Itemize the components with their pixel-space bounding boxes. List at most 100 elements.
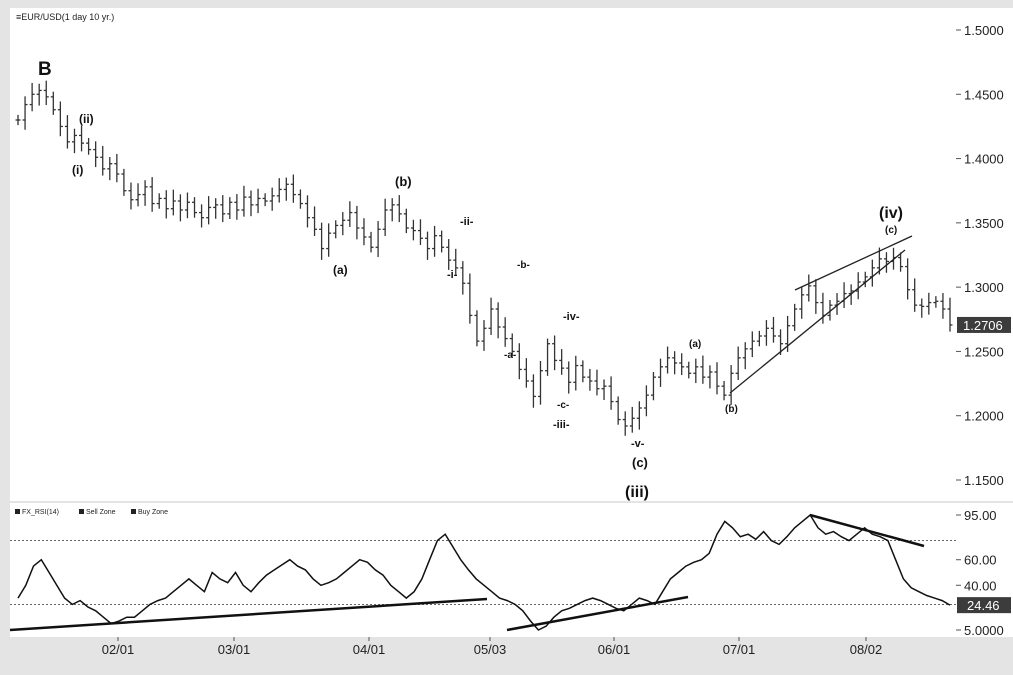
rsi-tick-label: 60.00 [964,553,997,568]
rsi-legend-swatch-rsi [15,509,20,514]
price-bar [537,360,543,405]
rsi-legend-buy-zone: Buy Zone [138,509,168,516]
price-axis-ticks: 1.5000 1.4500 1.4000 1.3500 1.3000 1.2500 1.20… [956,23,1011,488]
price-bar [587,368,593,391]
price-bar [163,190,169,219]
price-bar [933,296,939,308]
price-bar [276,178,282,203]
price-bar [679,353,685,376]
price-bar [432,225,438,257]
price-bar [700,355,706,384]
price-bar [361,218,367,246]
price-tick-label: 1.4000 [964,152,1004,167]
wave-label: (b) [725,404,738,415]
rsi-legend: FX_RSI(14) Sell Zone Buy Zone [15,509,168,516]
price-bar [22,96,28,130]
price-bar [71,128,77,154]
wave-label: -b- [517,260,530,271]
date-tick-label: 02/01 [102,642,135,657]
price-bar [728,365,734,405]
price-bar [227,197,233,219]
price-bar [566,361,572,394]
price-bar [43,80,49,106]
last-price-badge [957,316,1011,333]
channel-lower-line [729,249,906,394]
price-bar [107,157,113,181]
price-bar [792,303,798,331]
price-bar [439,230,445,253]
date-tick-label: 08/02 [850,642,883,657]
price-bar [64,115,70,149]
price-bar [650,372,656,401]
price-bar [806,274,812,302]
price-bar [410,219,416,241]
price-bar [255,188,261,214]
price-bar [883,252,889,273]
price-bar [643,385,649,417]
price-bar [100,145,106,176]
price-bar [170,189,176,216]
price-bar [417,219,423,245]
rsi-legend-swatch-buy [131,509,136,514]
wave-label: -ii- [460,216,474,228]
price-bar [516,343,522,380]
price-bar [926,292,932,315]
rsi-legend-rsi: FX_RSI(14) [22,509,59,516]
price-bar [763,320,769,346]
price-bar [559,349,565,375]
price-bar [876,247,882,275]
rsi-axis-ticks: 95.00 60.00 40.00 5.0000 [956,508,1004,638]
price-bar [389,198,395,222]
price-bar [940,293,946,319]
wave-label: (c) [632,455,648,470]
price-bar [665,346,671,374]
price-bar [403,208,409,234]
price-bar [742,342,748,370]
wave-label: -v- [631,438,645,450]
price-bar [460,261,466,295]
price-tick-label: 1.4500 [964,87,1004,102]
price-bar [15,114,21,126]
price-bar [304,195,310,228]
price-bar [234,194,240,220]
wave-label: (a) [689,339,701,350]
rsi-legend-sell-zone: Sell Zone [86,509,116,516]
price-bar [382,198,388,236]
price-bar [121,168,127,196]
date-tick-label: 03/01 [218,642,251,657]
wave-label: (iii) [625,484,649,501]
price-tick-label: 1.3000 [964,280,1004,295]
price-tick-label: 1.3500 [964,216,1004,231]
price-bar [79,125,85,152]
price-bar [206,196,212,225]
price-bar [707,365,713,389]
last-price-label: 1.2706 [963,318,1003,333]
price-bar [354,205,360,240]
price-bar [799,286,805,319]
wave-label: (i) [72,163,83,177]
wave-label: (b) [395,174,412,189]
rsi-last-badge [957,597,1011,614]
price-tick-label: 1.1500 [964,473,1004,488]
date-tick-label: 07/01 [723,642,756,657]
price-bar [453,248,459,275]
price-bar [347,201,353,227]
wave-label: -c- [557,400,569,411]
rsi-resistance-trendline [809,513,925,548]
price-bar [615,396,621,425]
price-bar [601,379,607,401]
price-bar [552,335,558,371]
price-bar [297,189,303,209]
date-tick-label: 05/03 [474,642,507,657]
price-bar [912,278,918,312]
price-bar [340,212,346,236]
wave-label: (iv) [879,205,903,222]
price-bar [855,272,861,300]
price-bar [290,174,296,203]
wave-label: -a- [504,350,516,361]
price-bar [622,411,628,436]
price-bar [672,351,678,375]
price-bar [594,369,600,396]
